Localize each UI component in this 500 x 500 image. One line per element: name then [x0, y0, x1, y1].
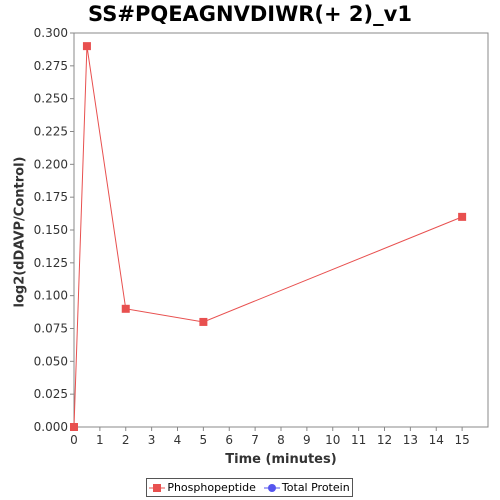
plot-area [73, 32, 489, 428]
y-tick-label: 0.300 [34, 26, 68, 40]
y-tick-label: 0.025 [34, 387, 68, 401]
x-tick-label: 6 [225, 433, 233, 447]
data-point [82, 42, 91, 51]
y-tick-label: 0.000 [34, 420, 68, 434]
y-tick-label: 0.275 [34, 59, 68, 73]
legend-marker-circle-icon [263, 483, 280, 492]
x-tick-label: 0 [70, 433, 78, 447]
y-tick-label: 0.175 [34, 190, 68, 204]
x-axis-label: Time (minutes) [225, 452, 337, 467]
y-tick-label: 0.125 [34, 256, 68, 270]
x-tick-label: 8 [277, 433, 285, 447]
y-tick-label: 0.050 [34, 354, 68, 368]
legend: Phosphopeptide Total Protein [146, 478, 353, 497]
y-tick-label: 0.250 [34, 92, 68, 106]
x-tick-label: 4 [174, 433, 182, 447]
x-tick-label: 14 [429, 433, 444, 447]
legend-item-phosphopeptide: Phosphopeptide [149, 481, 256, 494]
data-point [121, 304, 130, 313]
data-point [199, 317, 208, 326]
data-point [70, 423, 78, 431]
y-tick-label: 0.075 [34, 322, 68, 336]
y-tick-label: 0.100 [34, 289, 68, 303]
x-tick-label: 15 [454, 433, 469, 447]
x-tick-label: 11 [351, 433, 366, 447]
x-tick-label: 3 [148, 433, 156, 447]
y-tick-label: 0.150 [34, 223, 68, 237]
y-axis-label: log2(dDAVP/Control) [12, 156, 28, 308]
legend-item-total-protein: Total Protein [263, 481, 350, 494]
x-tick-label: 7 [251, 433, 259, 447]
x-tick-label: 1 [96, 433, 104, 447]
x-tick-label: 13 [403, 433, 418, 447]
chart-title: SS#PQEAGNVDIWR(+ 2)_v1 [88, 2, 412, 26]
y-tick-label: 0.225 [34, 125, 68, 139]
legend-label-phosphopeptide: Phosphopeptide [167, 481, 256, 494]
x-tick-label: 5 [200, 433, 208, 447]
x-tick-label: 12 [377, 433, 392, 447]
x-tick-label: 2 [122, 433, 130, 447]
x-tick-label: 10 [325, 433, 340, 447]
y-tick-label: 0.200 [34, 157, 68, 171]
legend-marker-square-icon [149, 483, 166, 492]
data-point [458, 212, 467, 221]
legend-label-total-protein: Total Protein [281, 481, 350, 494]
x-tick-label: 9 [303, 433, 311, 447]
